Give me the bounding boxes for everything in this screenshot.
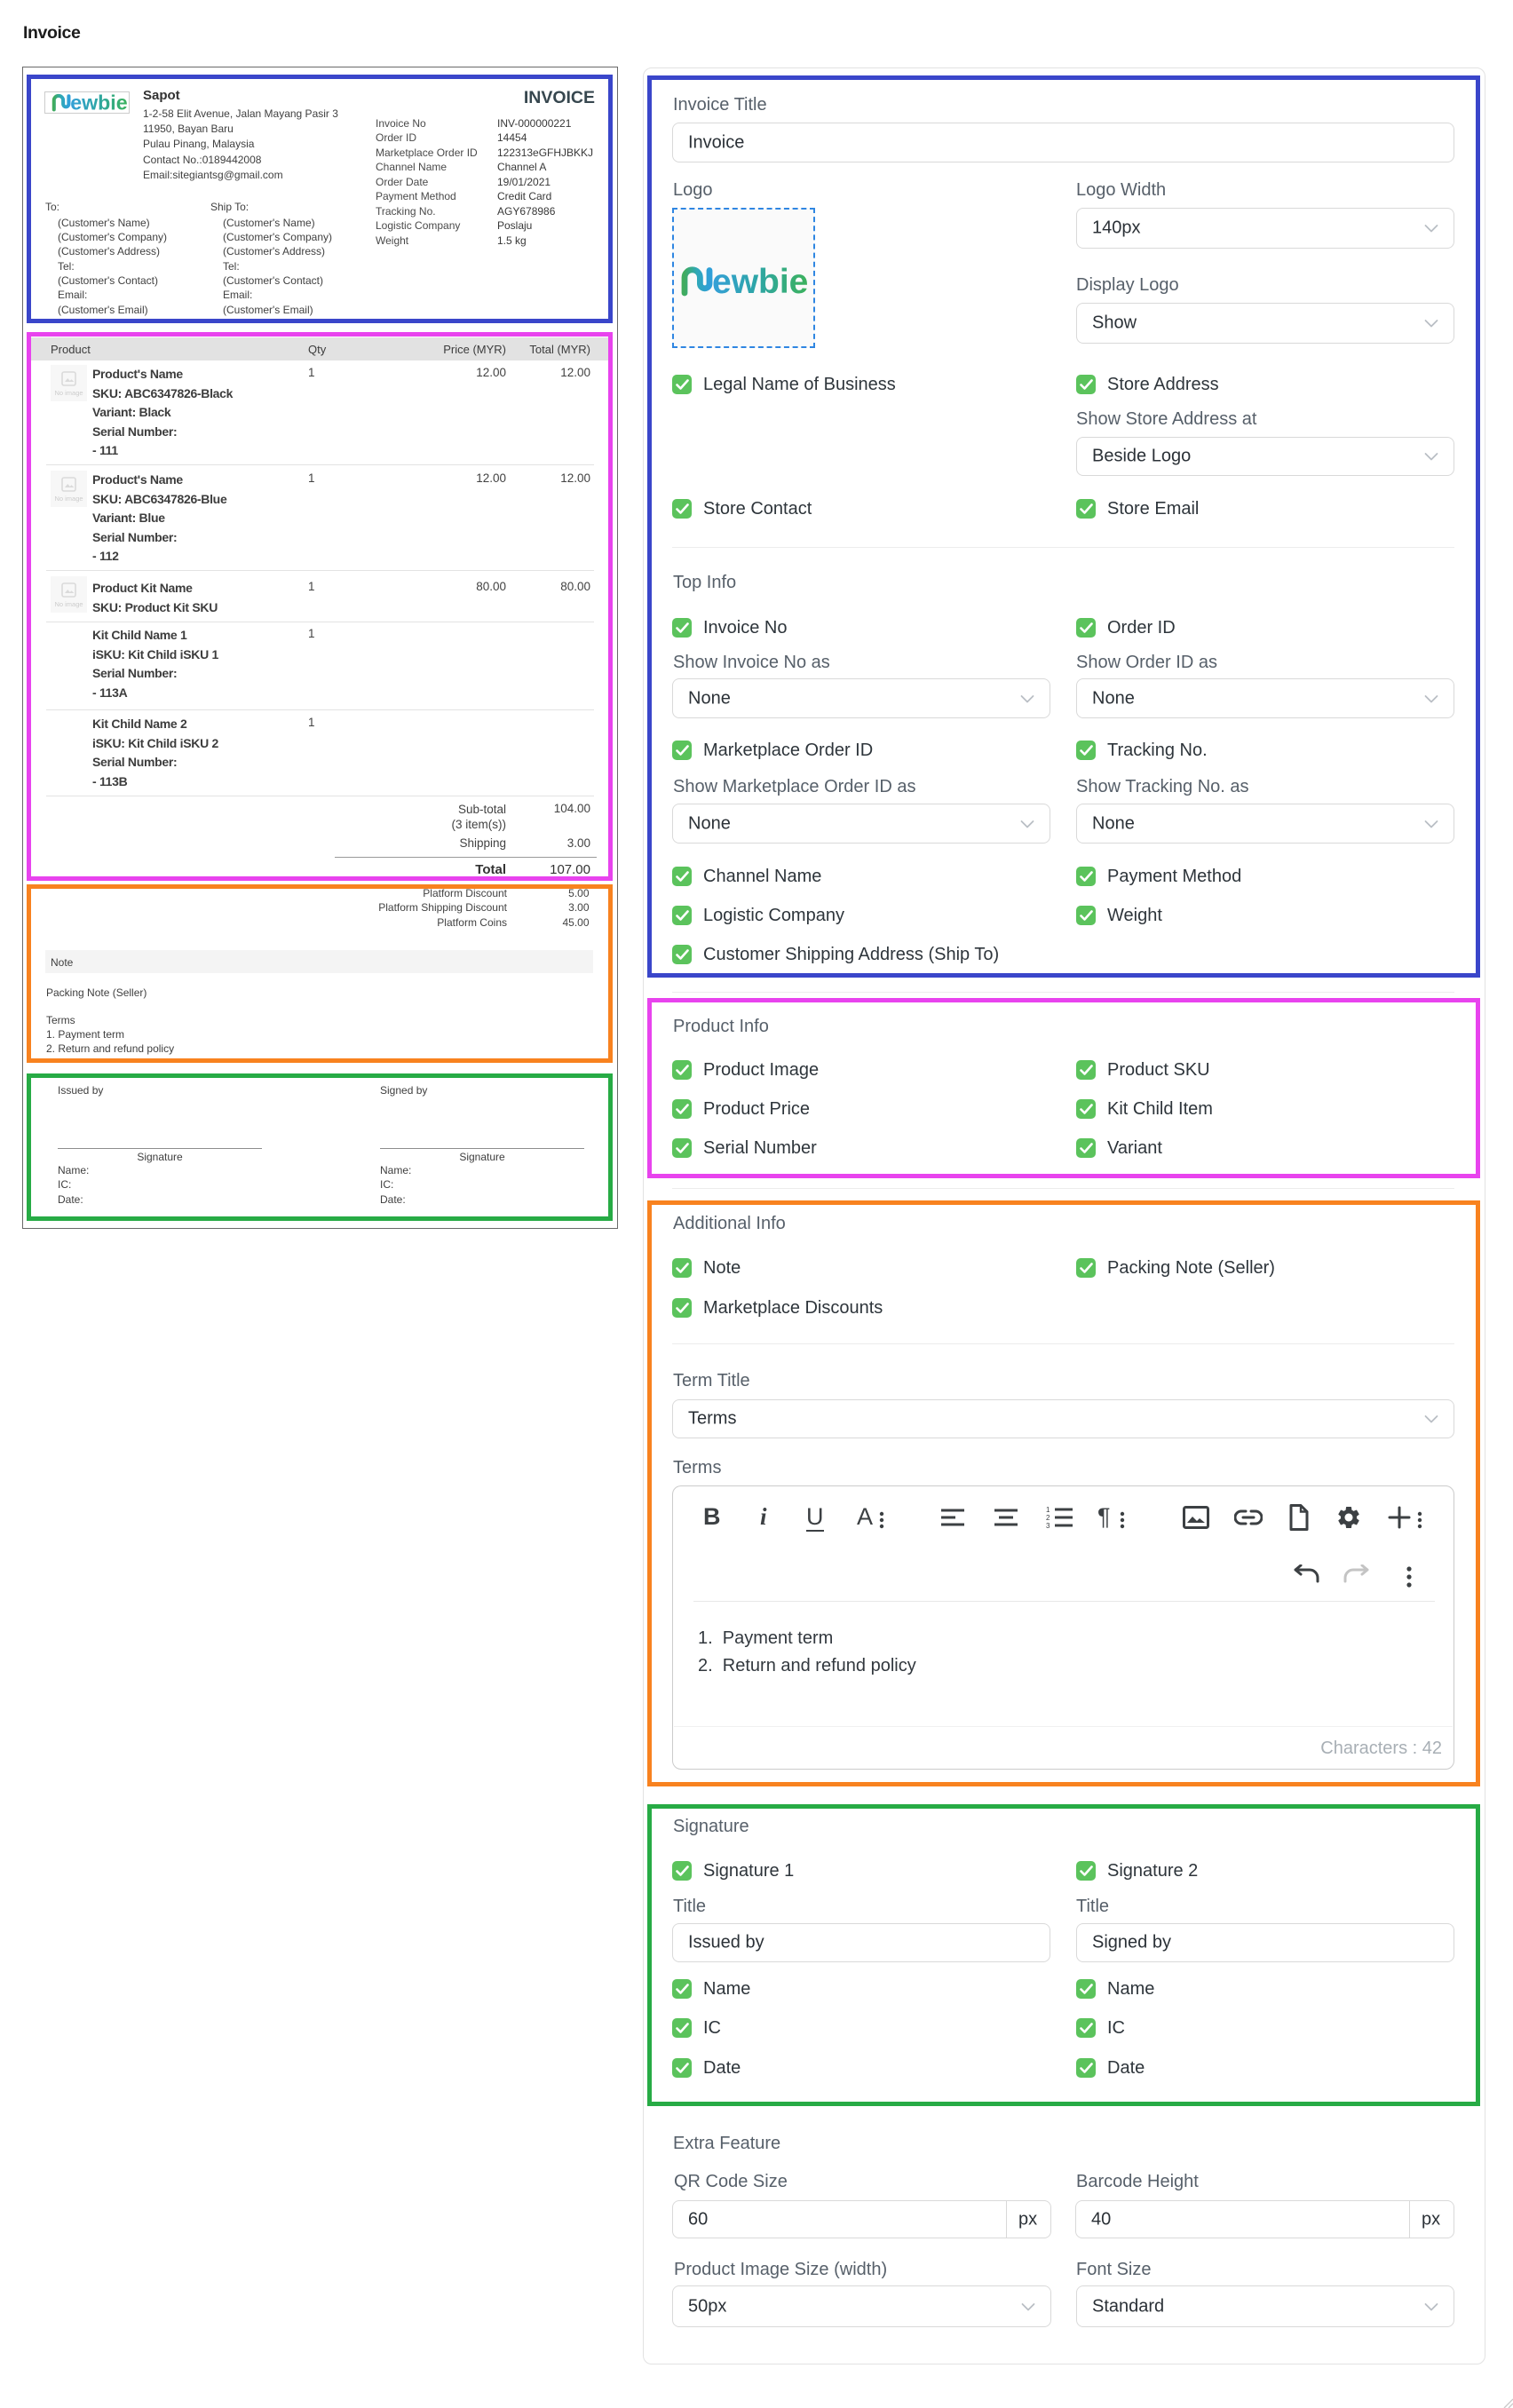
svg-text:ewbie: ewbie	[712, 263, 808, 301]
svg-text:1: 1	[1046, 1506, 1050, 1514]
svg-text:ewbie: ewbie	[70, 93, 128, 113]
svg-text:2: 2	[1046, 1514, 1050, 1522]
svg-text:3: 3	[1046, 1522, 1050, 1530]
